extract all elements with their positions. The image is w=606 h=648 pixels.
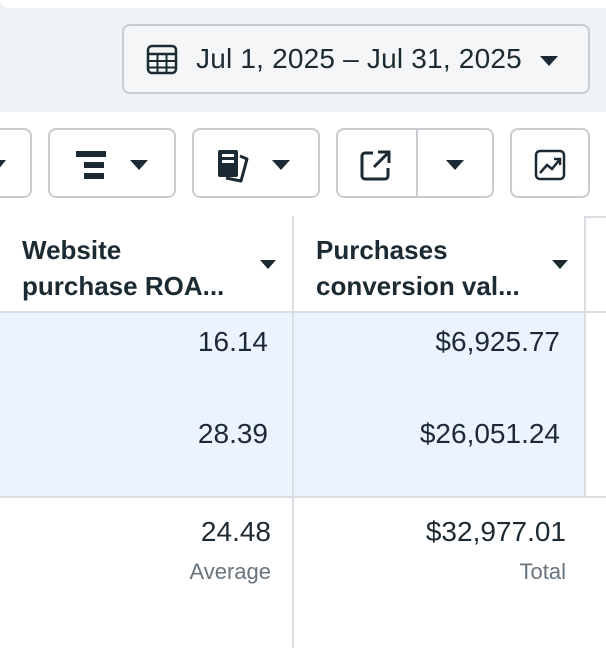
column-divider (292, 216, 294, 648)
header-bottom-border (0, 311, 606, 313)
column-header-roas[interactable]: Website purchase ROA... (0, 216, 292, 312)
chevron-down-icon (0, 160, 6, 170)
column-divider (584, 216, 586, 498)
conversion-value-total: $32,977.01 (425, 516, 566, 547)
roas-value: 16.14 (197, 326, 268, 357)
roas-average-value: 24.48 (200, 516, 271, 547)
breakdown-icon (76, 151, 106, 179)
reports-button[interactable] (192, 128, 320, 198)
conversion-value-total-label: Total (519, 559, 566, 584)
column-header-conversion-value[interactable]: Purchases conversion val... (294, 216, 584, 312)
export-split-button[interactable] (336, 128, 494, 198)
roas-value: 28.39 (197, 418, 268, 449)
column-header-conversion-value-line1: Purchases (316, 235, 448, 265)
conversion-value: $6,925.77 (435, 326, 560, 357)
chevron-down-icon (272, 160, 290, 170)
column-header-conversion-value-line2: conversion val... (316, 271, 520, 301)
column-header-roas-line1: Website (22, 235, 122, 265)
split-divider (416, 130, 418, 196)
sort-chevron-icon[interactable] (552, 260, 568, 269)
top-edge (0, 0, 606, 8)
column-header-conversion-value-label: Purchases conversion val... (316, 232, 546, 304)
conversion-value: $26,051.24 (419, 418, 560, 449)
top-bar: Jul 1, 2025 – Jul 31, 2025 (0, 0, 606, 112)
roas-average-label: Average (189, 559, 271, 584)
chevron-down-icon (446, 160, 464, 170)
metrics-table: Website purchase ROA... Purchases conver… (0, 216, 606, 648)
chevron-down-icon (540, 56, 558, 66)
chart-button[interactable] (510, 128, 590, 198)
sort-chevron-icon[interactable] (260, 260, 276, 269)
column-header-roas-line2: purchase ROA... (22, 271, 225, 301)
chart-icon (534, 149, 566, 181)
reports-icon (218, 150, 249, 183)
column-header-roas-label: Website purchase ROA... (22, 232, 252, 304)
calendar-icon (146, 44, 178, 75)
breakdown-button[interactable] (48, 128, 176, 198)
date-range-button[interactable]: Jul 1, 2025 – Jul 31, 2025 (122, 24, 590, 94)
date-range-label: Jul 1, 2025 – Jul 31, 2025 (196, 43, 522, 74)
summary-top-border (0, 496, 606, 498)
toolbar (0, 112, 606, 216)
previous-toolbar-button[interactable] (0, 128, 32, 198)
chevron-down-icon (130, 160, 148, 170)
export-icon (360, 150, 391, 181)
